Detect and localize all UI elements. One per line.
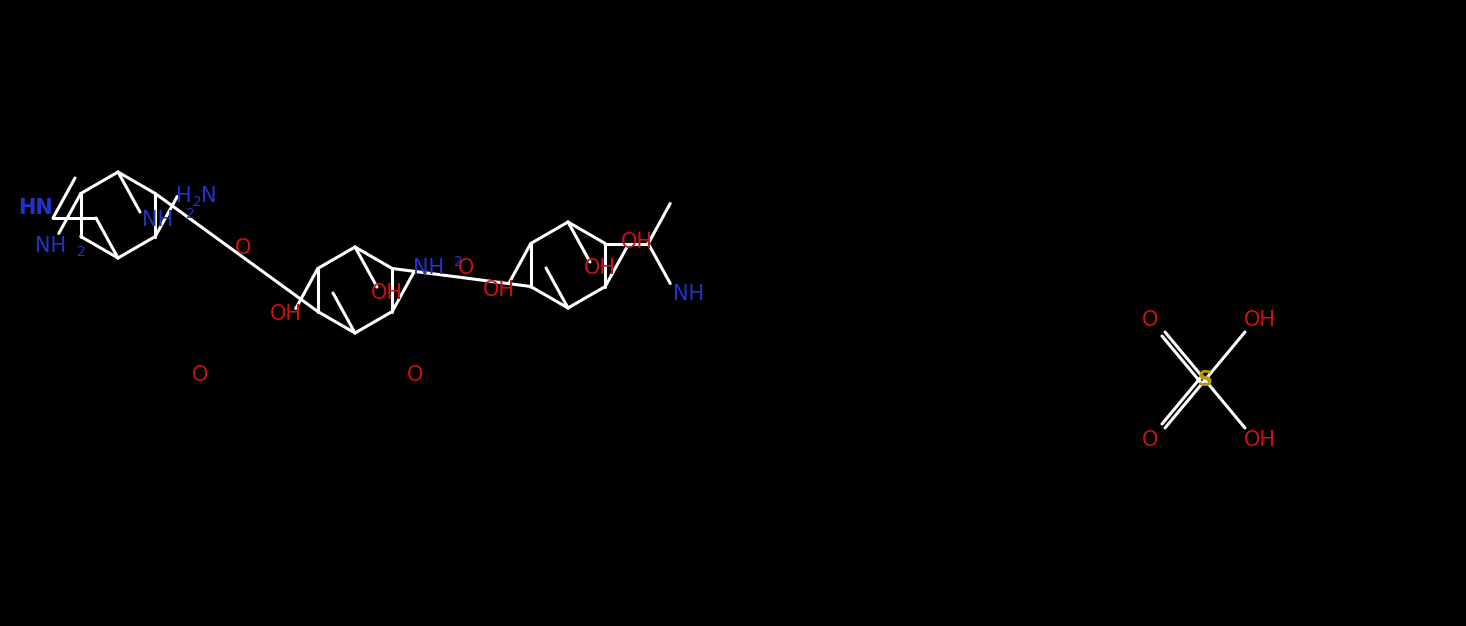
- Text: S: S: [1198, 370, 1212, 390]
- Text: O: O: [235, 239, 251, 259]
- Text: H: H: [176, 187, 191, 207]
- Text: 2: 2: [186, 207, 195, 221]
- Text: NH: NH: [673, 284, 704, 304]
- Text: OH: OH: [482, 279, 515, 299]
- Text: HN: HN: [18, 198, 53, 218]
- Text: OH: OH: [371, 283, 403, 303]
- Text: NH: NH: [412, 257, 444, 277]
- Text: N: N: [201, 187, 217, 207]
- Text: OH: OH: [622, 232, 654, 252]
- Text: O: O: [406, 365, 424, 385]
- Text: O: O: [459, 259, 475, 279]
- Text: OH: OH: [1245, 310, 1275, 330]
- Text: OH: OH: [1245, 430, 1275, 450]
- Text: O: O: [1142, 430, 1158, 450]
- Text: NH: NH: [35, 235, 66, 255]
- Text: 2: 2: [454, 255, 463, 269]
- Text: 2: 2: [194, 195, 202, 210]
- Text: NH: NH: [142, 210, 173, 230]
- Text: 2: 2: [76, 245, 85, 259]
- Text: OH: OH: [583, 258, 616, 278]
- Text: O: O: [1142, 310, 1158, 330]
- Text: O: O: [192, 365, 208, 385]
- Text: OH: OH: [270, 304, 302, 324]
